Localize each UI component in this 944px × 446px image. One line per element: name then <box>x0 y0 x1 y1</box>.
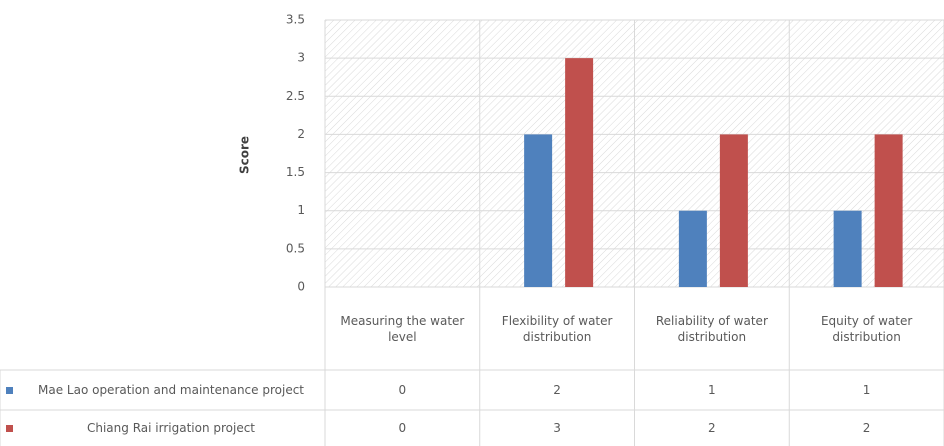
bar <box>874 134 903 287</box>
y-tick-label: 0 <box>297 280 305 294</box>
x-tick-label: Reliability of water distribution <box>655 313 768 344</box>
legend-label: Chiang Rai irrigation project <box>86 421 256 435</box>
bar <box>524 134 553 287</box>
x-tick-label: Equity of water distribution <box>820 313 913 344</box>
table-value: 0 <box>398 383 407 397</box>
bar <box>833 210 862 287</box>
table-value: 3 <box>553 421 561 435</box>
bar <box>719 134 748 287</box>
legend-entry: Chiang Rai irrigation project <box>0 410 325 446</box>
y-tick-label: 3.5 <box>286 13 305 27</box>
table-value: 2 <box>708 421 716 435</box>
y-tick-label: 1.5 <box>286 165 305 179</box>
y-tick-label: 2.5 <box>286 89 305 103</box>
table-value: 0 <box>398 421 407 435</box>
legend-swatch <box>6 424 13 432</box>
legend-swatch <box>6 386 13 394</box>
table-value: 2 <box>553 383 561 397</box>
x-tick-label: Measuring the water level <box>340 313 465 344</box>
table-value: 1 <box>708 383 716 397</box>
legend-label: Mae Lao operation and maintenance projec… <box>38 383 304 397</box>
x-tick-label: Flexibility of water distribution <box>501 313 613 344</box>
bar <box>678 210 707 287</box>
y-tick-label: 0.5 <box>286 241 305 255</box>
table-value: 1 <box>862 383 871 397</box>
bar <box>565 58 594 288</box>
y-tick-label: 3 <box>297 51 305 65</box>
legend-entry: Mae Lao operation and maintenance projec… <box>0 370 325 410</box>
y-tick-label: 2 <box>297 127 305 141</box>
y-tick-label: 1 <box>297 203 305 217</box>
table-value: 2 <box>862 421 871 435</box>
y-axis-label: Score <box>238 136 252 174</box>
